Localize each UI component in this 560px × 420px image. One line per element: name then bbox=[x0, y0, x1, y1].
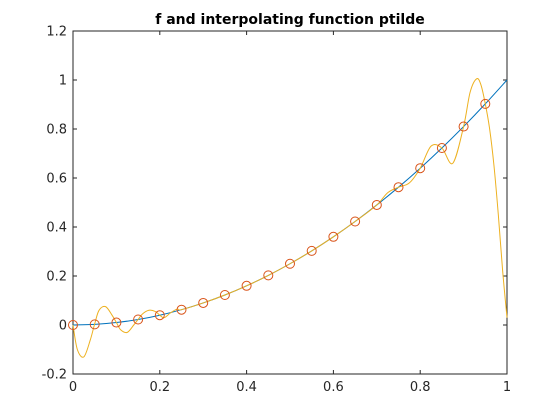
data-point-marker bbox=[350, 216, 361, 227]
y-tick-label: 0.2 bbox=[46, 270, 67, 285]
axis-ticks: 0 0.2 0.4 0.6 0.8 1-0.200.20.40.60.811.2 bbox=[42, 25, 512, 396]
plot-area bbox=[72, 30, 508, 375]
data-point-marker bbox=[285, 258, 295, 269]
data-point-marker bbox=[436, 142, 447, 153]
y-tick-label: -0.2 bbox=[42, 368, 67, 383]
x-tick-label: 1 bbox=[503, 380, 511, 395]
data-point-marker bbox=[393, 182, 404, 193]
y-tick-label: 0 bbox=[59, 319, 67, 334]
data-point-marker bbox=[480, 98, 491, 109]
data-point-marker bbox=[219, 289, 230, 300]
series-lines bbox=[72, 78, 508, 358]
series-1-line bbox=[72, 78, 508, 358]
y-tick-label: 0.6 bbox=[46, 172, 67, 187]
y-tick-label: 1 bbox=[59, 74, 67, 89]
x-tick-label: 0.6 bbox=[323, 380, 344, 395]
x-tick-label: 0 bbox=[69, 380, 77, 395]
y-tick-label: 0.8 bbox=[46, 123, 67, 138]
data-point-marker bbox=[68, 320, 78, 330]
data-point-marker bbox=[133, 314, 144, 325]
data-point-marker bbox=[198, 297, 209, 308]
data-point-marker bbox=[111, 317, 122, 328]
y-tick-label: 1.2 bbox=[46, 25, 67, 40]
y-tick-label: 0.4 bbox=[46, 221, 67, 236]
data-point-marker bbox=[371, 199, 382, 210]
data-point-marker bbox=[263, 270, 274, 281]
data-point-marker bbox=[89, 319, 100, 330]
data-point-marker bbox=[458, 121, 469, 132]
data-point-marker bbox=[415, 163, 426, 174]
data-point-marker bbox=[176, 304, 187, 315]
chart-title: f and interpolating function ptilde bbox=[155, 12, 424, 28]
x-tick-label: 0.4 bbox=[236, 380, 257, 395]
data-point-marker bbox=[154, 310, 165, 321]
data-point-marker bbox=[328, 231, 339, 242]
series-markers bbox=[68, 98, 491, 330]
x-tick-label: 0.2 bbox=[149, 380, 170, 395]
x-tick-label: 0.8 bbox=[410, 380, 431, 395]
data-point-marker bbox=[241, 280, 252, 291]
data-point-marker bbox=[306, 245, 317, 256]
